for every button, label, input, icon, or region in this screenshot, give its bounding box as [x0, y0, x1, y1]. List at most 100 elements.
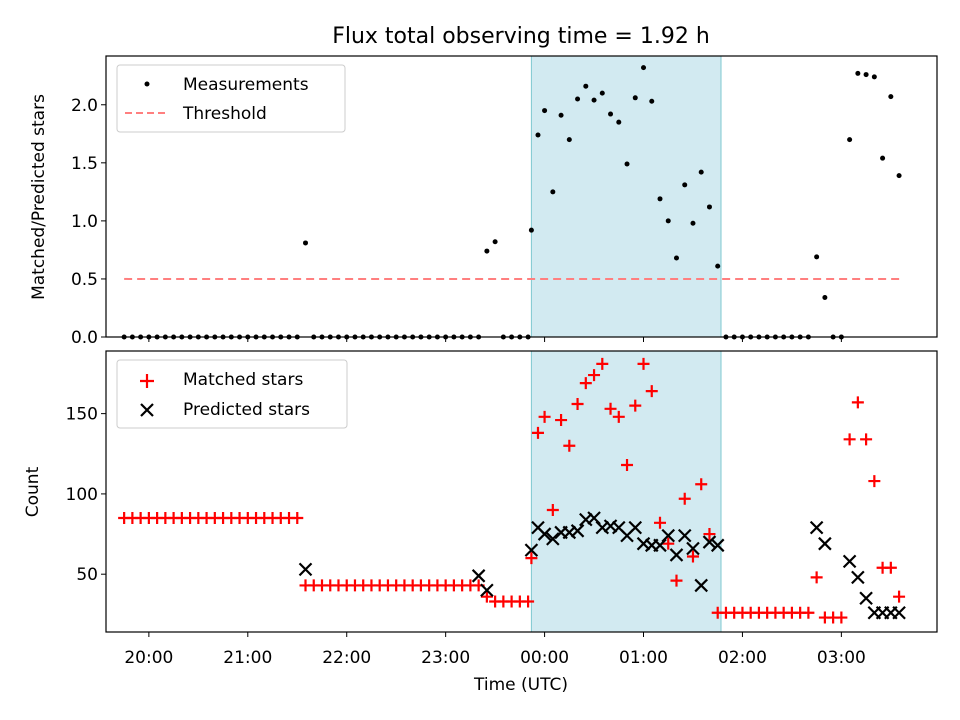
measurement-point	[303, 240, 309, 246]
measurement-point	[624, 161, 630, 167]
measurement-point	[682, 182, 688, 188]
matched-star-marker	[802, 606, 815, 619]
measurement-point	[657, 196, 663, 202]
predicted-star-marker	[702, 535, 717, 549]
measurement-point	[706, 204, 712, 210]
x-tick-label: 23:00	[421, 648, 470, 668]
legend-matched-marker	[140, 374, 154, 388]
predicted-star-marker	[859, 591, 873, 606]
count-panel: Count Time (UTC) Matched stars Predicted…	[23, 350, 938, 695]
measurement-point	[591, 97, 597, 103]
legend-threshold-label: Threshold	[182, 104, 267, 124]
ratio-y-tick-label: 1.0	[71, 212, 98, 232]
ratio-y-axis-label: Matched/Predicted stars	[29, 94, 49, 300]
count-y-tick-label: 150	[66, 405, 98, 425]
measurement-point	[871, 74, 877, 80]
matched-star-marker	[291, 511, 304, 524]
legend-measurements-marker	[144, 81, 150, 87]
ratio-y-tick-label: 1.5	[71, 154, 98, 174]
measurement-point	[715, 263, 721, 269]
predicted-star-marker	[842, 554, 857, 569]
x-tick-label: 02:00	[718, 648, 767, 668]
count-shaded-region	[530, 350, 722, 633]
measurement-point	[649, 98, 655, 104]
matched-star-marker	[868, 475, 881, 488]
measurement-point	[847, 137, 853, 143]
measurement-point	[698, 169, 704, 175]
x-tick-label: 03:00	[817, 648, 866, 668]
x-tick-label: 22:00	[322, 648, 371, 668]
predicted-star-marker	[818, 536, 832, 551]
ratio-legend-box	[116, 64, 346, 133]
matched-star-marker	[596, 357, 609, 370]
measurement-point	[814, 254, 820, 260]
legend-predicted-marker	[140, 403, 154, 417]
predicted-star-marker	[546, 532, 560, 546]
matched-star-marker	[843, 433, 856, 446]
predicted-star-marker	[851, 570, 865, 585]
count-axes-frame	[105, 350, 938, 633]
predicted-star-marker	[892, 605, 906, 620]
matched-star-marker	[662, 537, 675, 550]
predicted-star-marker	[686, 541, 700, 556]
matched-star-marker	[571, 397, 584, 410]
measurement-point	[608, 111, 614, 117]
matched-star-marker	[884, 561, 897, 574]
x-tick-label: 00:00	[520, 648, 569, 668]
predicted-star-marker	[809, 520, 824, 535]
measurement-point	[888, 94, 894, 100]
predicted-star-marker	[694, 578, 708, 593]
predicted-star-marker	[677, 528, 692, 543]
matched-star-marker	[563, 439, 576, 452]
matched-star-marker	[546, 503, 559, 516]
matched-star-marker	[893, 590, 906, 603]
matched-star-marker	[637, 357, 650, 370]
matched-star-marker	[654, 516, 666, 529]
measurement-point	[822, 295, 828, 301]
x-axis-label: Time (UTC)	[473, 675, 568, 695]
legend-measurements-label: Measurements	[183, 75, 309, 95]
measurement-point	[896, 173, 902, 179]
measurement-point	[558, 112, 564, 118]
measurement-point	[863, 72, 869, 78]
matched-star-marker	[588, 369, 601, 382]
matched-star-marker	[686, 550, 699, 563]
ratio-axes-frame	[105, 55, 938, 338]
measurement-point	[492, 239, 498, 245]
predicted-star-marker	[710, 538, 725, 553]
predicted-star-marker	[480, 583, 494, 598]
matched-star-marker	[604, 402, 617, 415]
legend-matched-label: Matched stars	[183, 370, 303, 390]
matched-star-marker	[703, 528, 716, 541]
predicted-star-marker	[628, 520, 643, 535]
predicted-star-marker	[537, 527, 552, 541]
ratio-y-tick-label: 0.5	[71, 270, 98, 290]
matched-star-marker	[612, 410, 625, 423]
matched-star-marker	[531, 426, 544, 439]
matched-star-marker	[835, 611, 848, 624]
measurement-point	[673, 255, 679, 261]
matched-star-marker	[522, 595, 535, 608]
matched-star-marker	[579, 377, 592, 390]
measurement-point	[535, 132, 541, 138]
measurement-point	[880, 155, 886, 161]
ratio-y-tick-label: 2.0	[71, 96, 98, 116]
x-tick-label: 20:00	[124, 648, 173, 668]
matched-star-marker	[851, 396, 864, 409]
measurement-point	[566, 137, 572, 143]
matched-star-marker	[480, 590, 493, 603]
matched-star-marker	[810, 571, 823, 584]
matched-star-marker	[860, 433, 873, 446]
predicted-star-marker	[669, 548, 684, 562]
matched-star-marker	[678, 492, 691, 505]
measurement-point	[855, 70, 861, 76]
count-y-tick-label: 50	[76, 565, 98, 585]
ratio-shaded-region	[530, 55, 722, 338]
legend-predicted-label: Predicted stars	[183, 400, 310, 420]
matched-star-marker	[670, 574, 683, 587]
predicted-star-marker	[661, 528, 676, 543]
matched-star-marker	[525, 552, 538, 565]
predicted-star-marker	[298, 562, 313, 577]
measurement-point	[665, 218, 671, 224]
